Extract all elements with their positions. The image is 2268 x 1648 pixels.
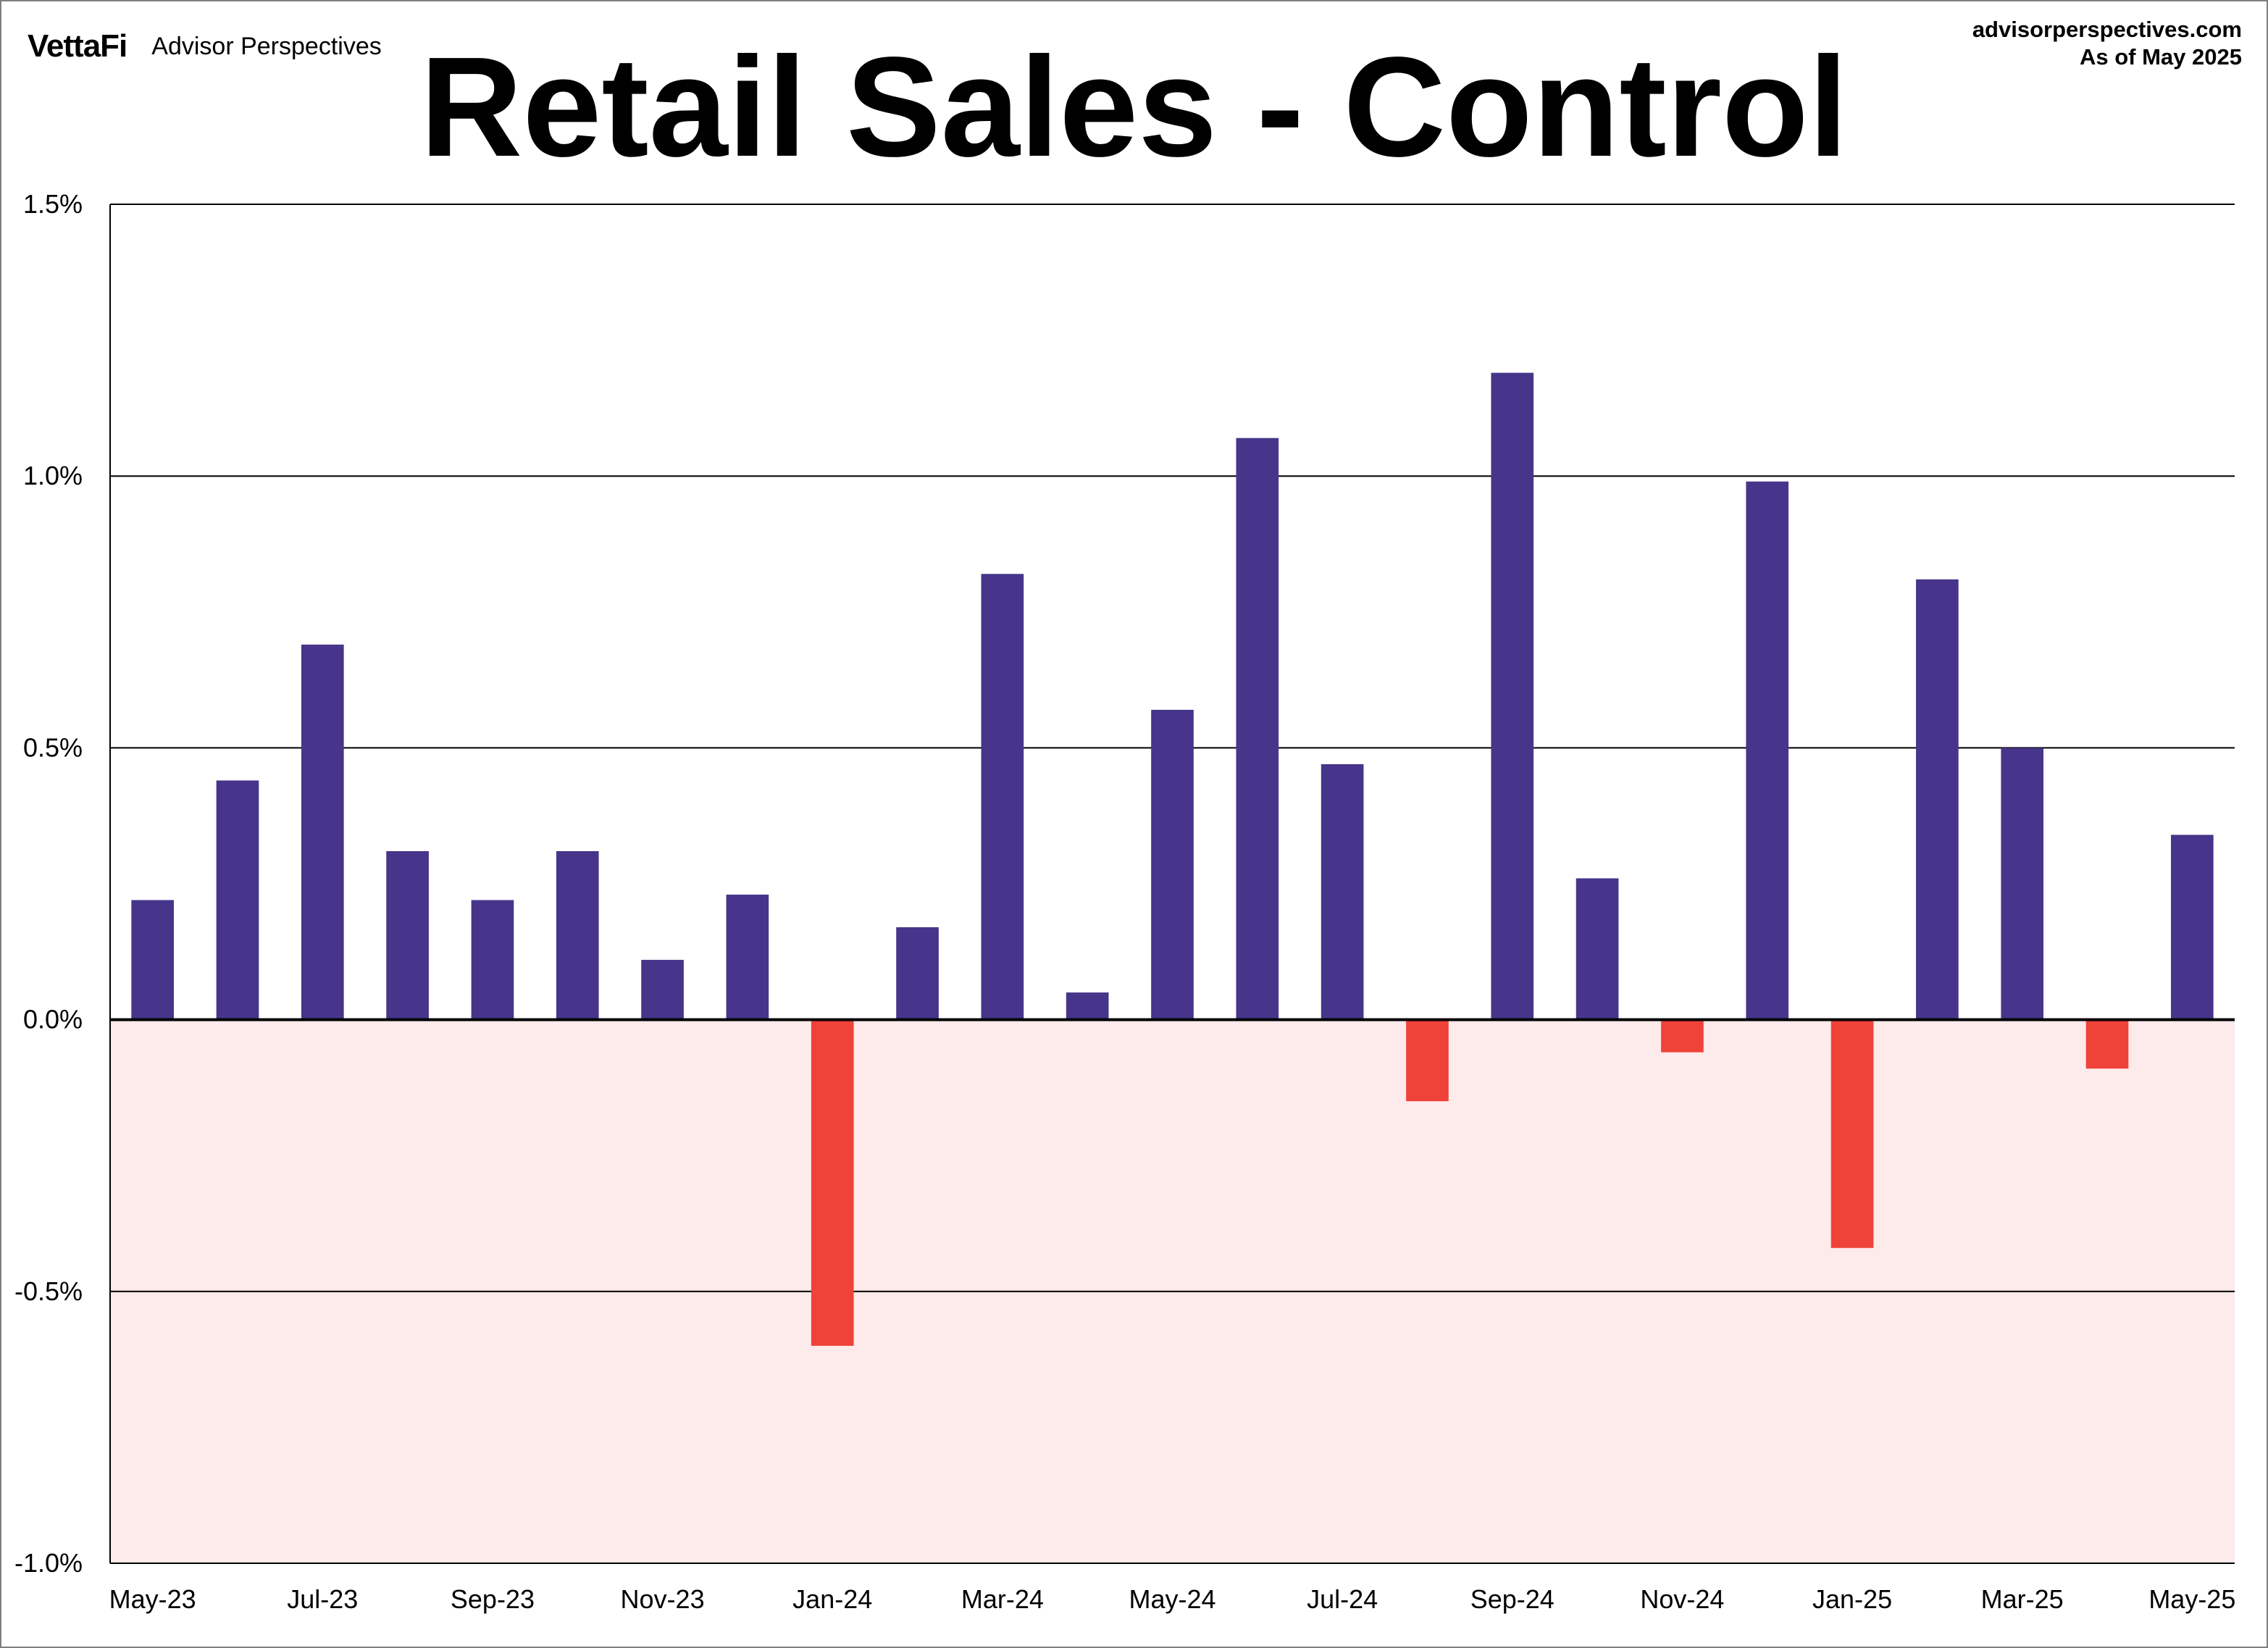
y-tick-label: 0.0% (23, 1005, 83, 1034)
x-tick-label: Jan-24 (792, 1584, 872, 1614)
source-block: advisorperspectives.com As of May 2025 (1972, 16, 2242, 71)
bar-Mar-25 (2001, 748, 2044, 1020)
y-axis-ticks: 1.5% 1.0% 0.5% 0.0% -0.5% -1.0% (14, 189, 83, 1578)
logo-sub-text: Advisor Perspectives (151, 32, 382, 60)
bar-Dec-24 (1746, 481, 1789, 1020)
bar-Sep-24 (1491, 372, 1534, 1020)
bar-May-24 (1151, 709, 1194, 1020)
bar-May-23 (131, 900, 174, 1020)
bar-Jul-24 (1321, 764, 1364, 1020)
website-text: advisorperspectives.com (1972, 17, 2242, 42)
bar-Jun-23 (216, 780, 259, 1020)
bars-layer (131, 372, 2214, 1346)
bar-Jan-25 (1830, 1019, 1874, 1248)
bar-Feb-24 (896, 927, 939, 1020)
x-tick-label: Mar-24 (961, 1584, 1044, 1614)
logo-brand-text: VettaFi (28, 28, 127, 64)
bar-May-25 (2171, 835, 2214, 1020)
x-tick-label: Jul-24 (1307, 1584, 1378, 1614)
bar-Nov-23 (641, 960, 684, 1020)
y-tick-label: 0.5% (23, 732, 83, 762)
bar-Aug-23 (386, 850, 429, 1020)
x-tick-label: Jul-23 (287, 1584, 358, 1614)
x-tick-label: Mar-25 (1981, 1584, 2064, 1614)
x-tick-label: Sep-24 (1470, 1584, 1554, 1614)
y-tick-label: -1.0% (14, 1548, 83, 1578)
vettafi-logo: VettaFi Advisor Perspectives (28, 26, 382, 67)
x-tick-label: May-25 (2148, 1584, 2235, 1614)
bar-Dec-23 (726, 895, 769, 1020)
bar-Oct-24 (1576, 878, 1619, 1020)
x-tick-label: Nov-24 (1640, 1584, 1724, 1614)
bar-Sep-23 (471, 900, 514, 1020)
bar-Mar-24 (981, 574, 1024, 1020)
as-of-date: As of May 2025 (2080, 44, 2242, 70)
bar-Nov-24 (1661, 1019, 1704, 1053)
bar-Jul-23 (301, 644, 344, 1020)
bar-Feb-25 (1916, 579, 1959, 1020)
chart-title: Retail Sales - Control (419, 28, 1849, 186)
bar-Oct-23 (556, 850, 599, 1020)
y-tick-label: -0.5% (14, 1276, 83, 1306)
x-tick-label: Jan-25 (1812, 1584, 1892, 1614)
bar-Aug-24 (1406, 1019, 1449, 1102)
y-tick-label: 1.0% (23, 461, 83, 490)
bar-Jan-24 (811, 1019, 854, 1346)
x-tick-label: Sep-23 (451, 1584, 535, 1614)
x-tick-label: Nov-23 (621, 1584, 705, 1614)
bar-Jun-24 (1236, 438, 1279, 1020)
y-tick-label: 1.5% (23, 189, 83, 219)
x-axis-ticks: May-23 Jul-23 Sep-23 Nov-23 Jan-24 Mar-24 May-… (109, 1584, 2236, 1614)
bar-Apr-24 (1066, 992, 1109, 1020)
bar-Apr-25 (2085, 1019, 2129, 1069)
x-tick-label: May-24 (1129, 1584, 1215, 1614)
x-tick-label: May-23 (109, 1584, 196, 1614)
